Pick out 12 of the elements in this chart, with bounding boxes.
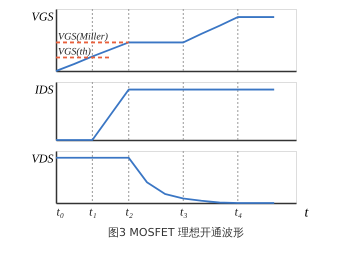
y-axis-title: IDS xyxy=(34,82,54,96)
y-axis-title: VDS xyxy=(32,152,54,166)
x-tick-label: t₁ xyxy=(89,204,97,218)
x-tick-label: t₄ xyxy=(234,204,242,218)
y-axis-title: VGS xyxy=(32,10,54,24)
annotation: VGS(Miller) xyxy=(58,31,109,42)
x-axis-title: t xyxy=(304,206,310,220)
x-tick-label: t₃ xyxy=(180,204,188,218)
x-tick-label: t₀ xyxy=(56,204,64,218)
caption: 图3 MOSFET 理想开通波形 xyxy=(108,226,244,239)
annotation: VGS(th) xyxy=(58,46,92,58)
x-tick-label: t₂ xyxy=(125,204,133,218)
